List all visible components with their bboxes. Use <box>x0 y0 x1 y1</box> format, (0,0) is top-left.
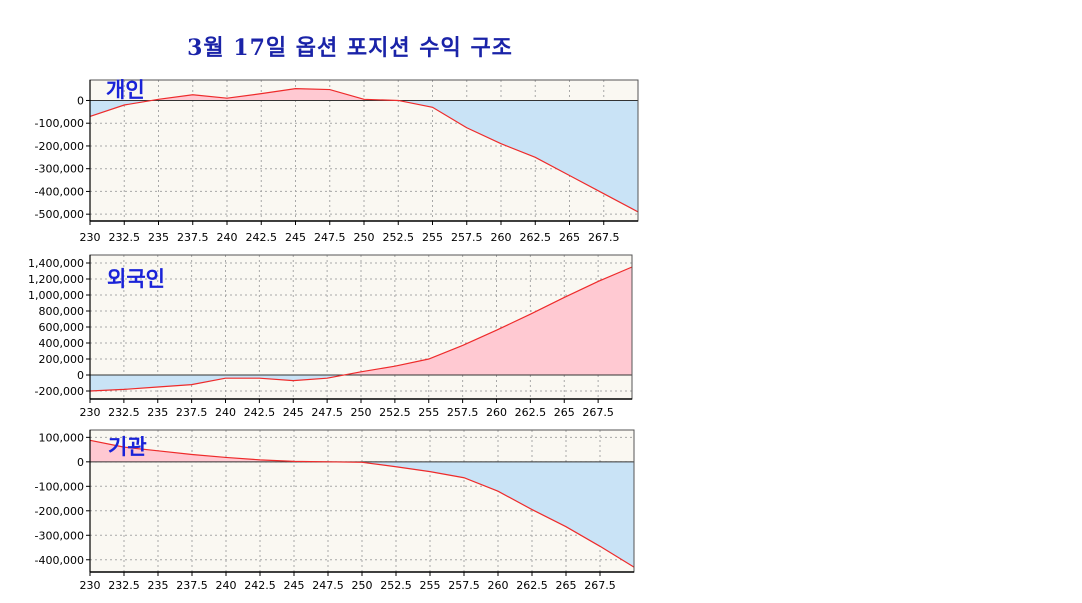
x-tick-label: 235 <box>148 579 169 592</box>
panel-label: 개인 <box>106 78 145 102</box>
x-tick-label: 235 <box>147 406 168 419</box>
x-tick-label: 232.5 <box>108 579 140 592</box>
y-tick-label: -300,000 <box>35 529 84 542</box>
x-tick-label: 240 <box>216 579 237 592</box>
page-title: 3월 17일 옵션 포지션 수익 구조 <box>187 35 513 61</box>
x-tick-label: 242.5 <box>246 231 278 244</box>
y-tick-label: 1,000,000 <box>28 289 84 302</box>
x-tick-label: 262.5 <box>520 231 552 244</box>
series-line <box>89 88 639 213</box>
x-tick-label: 247.5 <box>314 231 346 244</box>
x-tick-label: 252.5 <box>383 231 415 244</box>
y-tick-label: -400,000 <box>35 185 84 198</box>
panel-label: 기관 <box>108 435 147 459</box>
x-tick-label: 230 <box>80 231 101 244</box>
y-tick-label: 400,000 <box>39 337 85 350</box>
x-tick-label: 257.5 <box>447 406 479 419</box>
x-tick-label: 240 <box>217 231 238 244</box>
y-tick-label: 0 <box>77 456 84 469</box>
x-tick-label: 260 <box>488 579 509 592</box>
x-tick-label: 257.5 <box>448 579 480 592</box>
y-tick-label: 1,200,000 <box>28 273 84 286</box>
x-tick-label: 250 <box>352 579 373 592</box>
chart-panel-3: 100,000 0 -100,000 -200,000 -300,000 -400,000… <box>35 429 635 592</box>
y-tick-label: -300,000 <box>35 163 84 176</box>
x-tick-label: 250 <box>354 231 375 244</box>
x-tick-label: 267.5 <box>584 579 616 592</box>
x-tick-label: 252.5 <box>380 579 412 592</box>
y-tick-label: -100,000 <box>35 117 84 130</box>
x-tick-label: 255 <box>422 231 443 244</box>
x-tick-label: 235 <box>148 231 169 244</box>
x-tick-label: 247.5 <box>312 579 344 592</box>
y-tick-label: -200,000 <box>35 385 84 398</box>
x-tick-label: 255 <box>420 579 441 592</box>
x-tick-label: 260 <box>486 406 507 419</box>
y-tick-label: -400,000 <box>35 554 84 567</box>
x-tick-label: 247.5 <box>311 406 343 419</box>
x-tick-label: 267.5 <box>582 406 614 419</box>
x-tick-label: 265 <box>556 579 577 592</box>
series-line <box>89 266 633 392</box>
y-tick-label: 0 <box>77 94 84 107</box>
x-tick-label: 237.5 <box>177 231 209 244</box>
y-tick-label: -200,000 <box>35 505 84 518</box>
panel-label: 외국인 <box>107 267 165 291</box>
y-tick-label: 100,000 <box>39 431 85 444</box>
x-tick-label: 242.5 <box>244 406 276 419</box>
y-tick-label: 800,000 <box>39 305 85 318</box>
chart-panel-2: 1,400,000 1,200,000 1,000,000 800,000 600,00… <box>28 254 633 419</box>
chart-panel-1: 0 -100,000 -200,000 -300,000 -400,000 -500,00… <box>35 78 639 244</box>
x-tick-label: 250 <box>351 406 372 419</box>
x-tick-label: 232.5 <box>109 231 141 244</box>
x-tick-label: 252.5 <box>379 406 411 419</box>
x-tick-label: 245 <box>283 406 304 419</box>
y-tick-label: -500,000 <box>35 208 84 221</box>
y-tick-label: 0 <box>77 369 84 382</box>
area-positive <box>90 267 632 375</box>
x-tick-label: 257.5 <box>451 231 483 244</box>
y-tick-label: 1,400,000 <box>28 257 84 270</box>
x-tick-label: 242.5 <box>244 579 276 592</box>
x-tick-label: 260 <box>491 231 512 244</box>
area-positive <box>90 440 328 462</box>
y-tick-label: 200,000 <box>39 353 85 366</box>
x-tick-label: 240 <box>215 406 236 419</box>
x-tick-label: 230 <box>80 406 101 419</box>
y-tick-label: 600,000 <box>39 321 85 334</box>
x-tick-label: 262.5 <box>515 406 547 419</box>
x-tick-label: 232.5 <box>108 406 140 419</box>
x-tick-label: 237.5 <box>176 406 208 419</box>
y-tick-label: -200,000 <box>35 140 84 153</box>
x-tick-label: 255 <box>418 406 439 419</box>
y-tick-label: -100,000 <box>35 480 84 493</box>
x-tick-label: 262.5 <box>516 579 548 592</box>
x-tick-label: 245 <box>285 231 306 244</box>
x-tick-label: 267.5 <box>588 231 620 244</box>
area-negative <box>90 461 634 568</box>
x-tick-label: 245 <box>284 579 305 592</box>
x-tick-label: 237.5 <box>176 579 208 592</box>
x-tick-label: 265 <box>559 231 580 244</box>
series-line <box>89 439 635 568</box>
area-negative <box>90 100 638 212</box>
x-tick-label: 230 <box>80 579 101 592</box>
x-tick-label: 265 <box>554 406 575 419</box>
